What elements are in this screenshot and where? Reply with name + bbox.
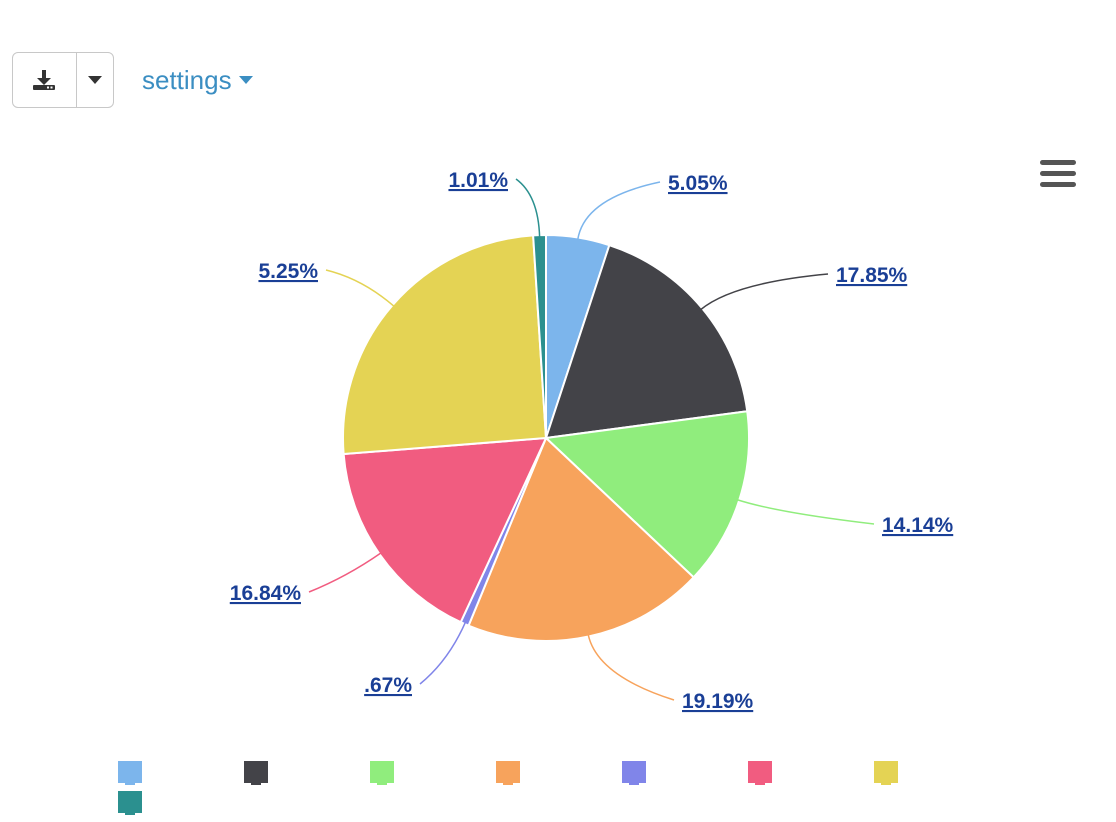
legend-swatch (118, 761, 142, 785)
slice-connector (700, 273, 829, 311)
chart-legend (118, 760, 1018, 820)
legend-item[interactable] (496, 760, 622, 785)
legend-swatch (748, 761, 772, 785)
export-button-group (12, 52, 114, 108)
legend-swatch (874, 761, 898, 785)
download-dropdown-button[interactable] (77, 53, 113, 107)
legend-swatch (496, 761, 520, 785)
legend-swatch (370, 761, 394, 785)
slice-data-label[interactable]: 19.19% (682, 690, 754, 713)
slice-data-label[interactable]: 17.85% (836, 264, 908, 287)
legend-item[interactable] (244, 760, 370, 785)
slice-data-label[interactable]: 1.01% (448, 169, 508, 192)
legend-item[interactable] (748, 760, 874, 785)
legend-item[interactable] (370, 760, 496, 785)
pie-slice[interactable] (342, 234, 548, 456)
slice-connector (587, 634, 675, 701)
legend-item[interactable] (622, 760, 748, 785)
slice-data-label[interactable]: .67% (364, 674, 412, 697)
legend-item[interactable] (118, 760, 244, 785)
settings-dropdown[interactable]: settings (142, 65, 253, 96)
legend-item[interactable] (118, 790, 244, 815)
slice-connector (419, 621, 467, 685)
slice-connector (308, 552, 382, 593)
chart-toolbar: settings (12, 52, 253, 108)
slice-connector (577, 181, 661, 240)
slice-connector (737, 499, 875, 525)
slice-data-label[interactable]: 16.84% (230, 582, 302, 605)
hamburger-icon[interactable] (1040, 160, 1076, 190)
download-icon (33, 70, 56, 90)
legend-swatch (622, 761, 646, 785)
download-button[interactable] (13, 53, 77, 107)
legend-swatch (244, 761, 268, 785)
caret-down-icon (87, 76, 102, 84)
legend-swatch (118, 791, 142, 815)
legend-item[interactable] (874, 760, 1000, 785)
slice-connector (325, 269, 395, 307)
slice-connector (515, 178, 541, 238)
slice-data-label[interactable]: 5.25% (258, 260, 318, 283)
caret-down-icon (238, 76, 253, 84)
slice-data-label[interactable]: 5.05% (668, 172, 728, 195)
slice-data-label[interactable]: 14.14% (882, 514, 954, 537)
settings-label: settings (142, 64, 232, 95)
